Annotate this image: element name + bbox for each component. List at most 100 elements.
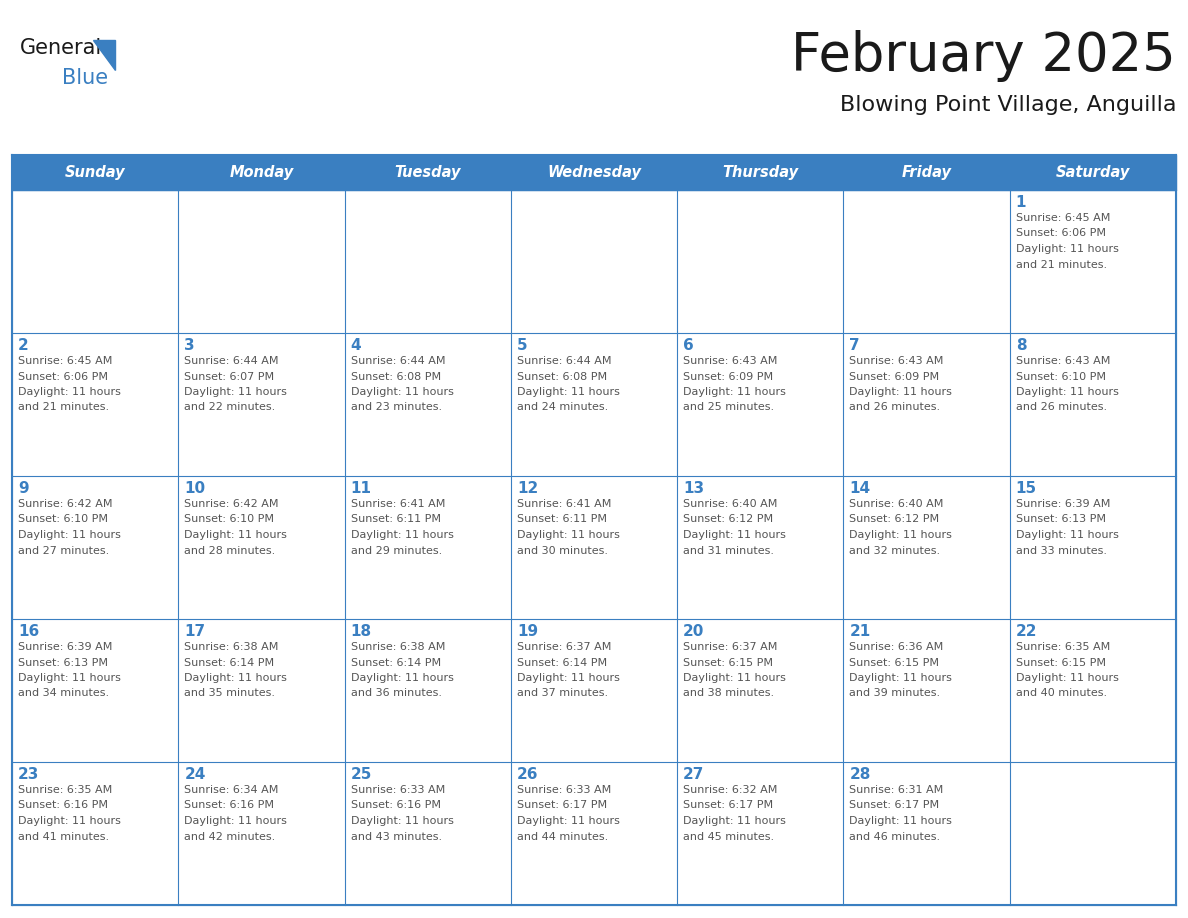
Text: Daylight: 11 hours: Daylight: 11 hours — [517, 673, 620, 683]
Text: and 38 minutes.: and 38 minutes. — [683, 688, 775, 699]
Text: Sunrise: 6:45 AM: Sunrise: 6:45 AM — [18, 356, 113, 366]
Text: Daylight: 11 hours: Daylight: 11 hours — [683, 530, 786, 540]
Text: 5: 5 — [517, 338, 527, 353]
Text: Daylight: 11 hours: Daylight: 11 hours — [517, 387, 620, 397]
Text: Daylight: 11 hours: Daylight: 11 hours — [1016, 530, 1119, 540]
Text: Daylight: 11 hours: Daylight: 11 hours — [1016, 387, 1119, 397]
Polygon shape — [93, 40, 115, 70]
Text: Sunrise: 6:31 AM: Sunrise: 6:31 AM — [849, 785, 943, 795]
Text: and 23 minutes.: and 23 minutes. — [350, 402, 442, 412]
Text: Sunrise: 6:41 AM: Sunrise: 6:41 AM — [517, 499, 612, 509]
Text: 20: 20 — [683, 624, 704, 639]
Text: Daylight: 11 hours: Daylight: 11 hours — [517, 816, 620, 826]
Text: Daylight: 11 hours: Daylight: 11 hours — [1016, 244, 1119, 254]
Text: Sunrise: 6:43 AM: Sunrise: 6:43 AM — [849, 356, 943, 366]
Text: and 46 minutes.: and 46 minutes. — [849, 832, 941, 842]
Text: Sunset: 6:14 PM: Sunset: 6:14 PM — [517, 657, 607, 667]
Text: Sunset: 6:11 PM: Sunset: 6:11 PM — [517, 514, 607, 524]
Text: Daylight: 11 hours: Daylight: 11 hours — [350, 816, 454, 826]
Text: Daylight: 11 hours: Daylight: 11 hours — [350, 673, 454, 683]
Text: Daylight: 11 hours: Daylight: 11 hours — [683, 387, 786, 397]
Text: Sunset: 6:07 PM: Sunset: 6:07 PM — [184, 372, 274, 382]
Text: Daylight: 11 hours: Daylight: 11 hours — [849, 673, 953, 683]
Text: 25: 25 — [350, 767, 372, 782]
Text: and 28 minutes.: and 28 minutes. — [184, 545, 276, 555]
Text: 26: 26 — [517, 767, 538, 782]
Text: Sunset: 6:11 PM: Sunset: 6:11 PM — [350, 514, 441, 524]
Text: Sunset: 6:10 PM: Sunset: 6:10 PM — [1016, 372, 1106, 382]
Text: Sunset: 6:14 PM: Sunset: 6:14 PM — [350, 657, 441, 667]
Text: and 29 minutes.: and 29 minutes. — [350, 545, 442, 555]
Text: and 22 minutes.: and 22 minutes. — [184, 402, 276, 412]
Text: Daylight: 11 hours: Daylight: 11 hours — [18, 816, 121, 826]
Text: Daylight: 11 hours: Daylight: 11 hours — [1016, 673, 1119, 683]
Text: Sunset: 6:06 PM: Sunset: 6:06 PM — [18, 372, 108, 382]
Text: and 27 minutes.: and 27 minutes. — [18, 545, 109, 555]
Text: Daylight: 11 hours: Daylight: 11 hours — [184, 673, 287, 683]
Text: 12: 12 — [517, 481, 538, 496]
Text: Sunset: 6:10 PM: Sunset: 6:10 PM — [184, 514, 274, 524]
Text: Sunrise: 6:44 AM: Sunrise: 6:44 AM — [350, 356, 446, 366]
Text: February 2025: February 2025 — [791, 30, 1176, 82]
Text: 21: 21 — [849, 624, 871, 639]
Text: and 43 minutes.: and 43 minutes. — [350, 832, 442, 842]
Text: General: General — [20, 38, 102, 58]
Text: Sunrise: 6:41 AM: Sunrise: 6:41 AM — [350, 499, 446, 509]
Text: Daylight: 11 hours: Daylight: 11 hours — [517, 530, 620, 540]
Text: Friday: Friday — [902, 165, 952, 180]
Text: Sunset: 6:17 PM: Sunset: 6:17 PM — [683, 800, 773, 811]
Text: Sunset: 6:17 PM: Sunset: 6:17 PM — [517, 800, 607, 811]
Text: Sunrise: 6:42 AM: Sunrise: 6:42 AM — [184, 499, 279, 509]
Text: Sunrise: 6:42 AM: Sunrise: 6:42 AM — [18, 499, 113, 509]
Text: 9: 9 — [18, 481, 29, 496]
Text: 4: 4 — [350, 338, 361, 353]
Text: and 36 minutes.: and 36 minutes. — [350, 688, 442, 699]
Text: and 30 minutes.: and 30 minutes. — [517, 545, 608, 555]
Text: 15: 15 — [1016, 481, 1037, 496]
Text: Sunrise: 6:36 AM: Sunrise: 6:36 AM — [849, 642, 943, 652]
Text: and 40 minutes.: and 40 minutes. — [1016, 688, 1107, 699]
Text: 7: 7 — [849, 338, 860, 353]
Text: 8: 8 — [1016, 338, 1026, 353]
Text: Sunday: Sunday — [65, 165, 126, 180]
Text: 18: 18 — [350, 624, 372, 639]
Text: Daylight: 11 hours: Daylight: 11 hours — [18, 673, 121, 683]
Text: Blue: Blue — [62, 68, 108, 88]
Text: Daylight: 11 hours: Daylight: 11 hours — [849, 530, 953, 540]
Text: Sunset: 6:09 PM: Sunset: 6:09 PM — [683, 372, 773, 382]
Text: and 45 minutes.: and 45 minutes. — [683, 832, 775, 842]
Text: Sunset: 6:15 PM: Sunset: 6:15 PM — [1016, 657, 1106, 667]
Text: Sunrise: 6:33 AM: Sunrise: 6:33 AM — [350, 785, 444, 795]
Text: 23: 23 — [18, 767, 39, 782]
Text: 11: 11 — [350, 481, 372, 496]
Text: and 37 minutes.: and 37 minutes. — [517, 688, 608, 699]
Text: 19: 19 — [517, 624, 538, 639]
Text: Sunset: 6:12 PM: Sunset: 6:12 PM — [683, 514, 773, 524]
Text: Daylight: 11 hours: Daylight: 11 hours — [184, 816, 287, 826]
Text: Thursday: Thursday — [722, 165, 798, 180]
Text: Sunrise: 6:38 AM: Sunrise: 6:38 AM — [350, 642, 446, 652]
Text: Sunset: 6:08 PM: Sunset: 6:08 PM — [517, 372, 607, 382]
Text: Sunrise: 6:35 AM: Sunrise: 6:35 AM — [1016, 642, 1110, 652]
Text: Sunset: 6:06 PM: Sunset: 6:06 PM — [1016, 229, 1106, 239]
Text: 10: 10 — [184, 481, 206, 496]
Text: Sunrise: 6:37 AM: Sunrise: 6:37 AM — [517, 642, 612, 652]
Text: Sunset: 6:15 PM: Sunset: 6:15 PM — [849, 657, 940, 667]
Text: Daylight: 11 hours: Daylight: 11 hours — [18, 530, 121, 540]
Bar — [12, 155, 1176, 190]
Text: Sunset: 6:08 PM: Sunset: 6:08 PM — [350, 372, 441, 382]
Text: Sunrise: 6:39 AM: Sunrise: 6:39 AM — [18, 642, 113, 652]
Text: Sunrise: 6:40 AM: Sunrise: 6:40 AM — [849, 499, 943, 509]
Text: Sunrise: 6:35 AM: Sunrise: 6:35 AM — [18, 785, 112, 795]
Text: Sunset: 6:16 PM: Sunset: 6:16 PM — [184, 800, 274, 811]
Text: and 32 minutes.: and 32 minutes. — [849, 545, 941, 555]
Text: and 21 minutes.: and 21 minutes. — [1016, 260, 1107, 270]
Text: Sunset: 6:16 PM: Sunset: 6:16 PM — [350, 800, 441, 811]
Text: and 25 minutes.: and 25 minutes. — [683, 402, 775, 412]
Text: 17: 17 — [184, 624, 206, 639]
Text: Sunrise: 6:44 AM: Sunrise: 6:44 AM — [517, 356, 612, 366]
Text: Sunrise: 6:43 AM: Sunrise: 6:43 AM — [1016, 356, 1110, 366]
Text: 27: 27 — [683, 767, 704, 782]
Text: and 44 minutes.: and 44 minutes. — [517, 832, 608, 842]
Text: 28: 28 — [849, 767, 871, 782]
